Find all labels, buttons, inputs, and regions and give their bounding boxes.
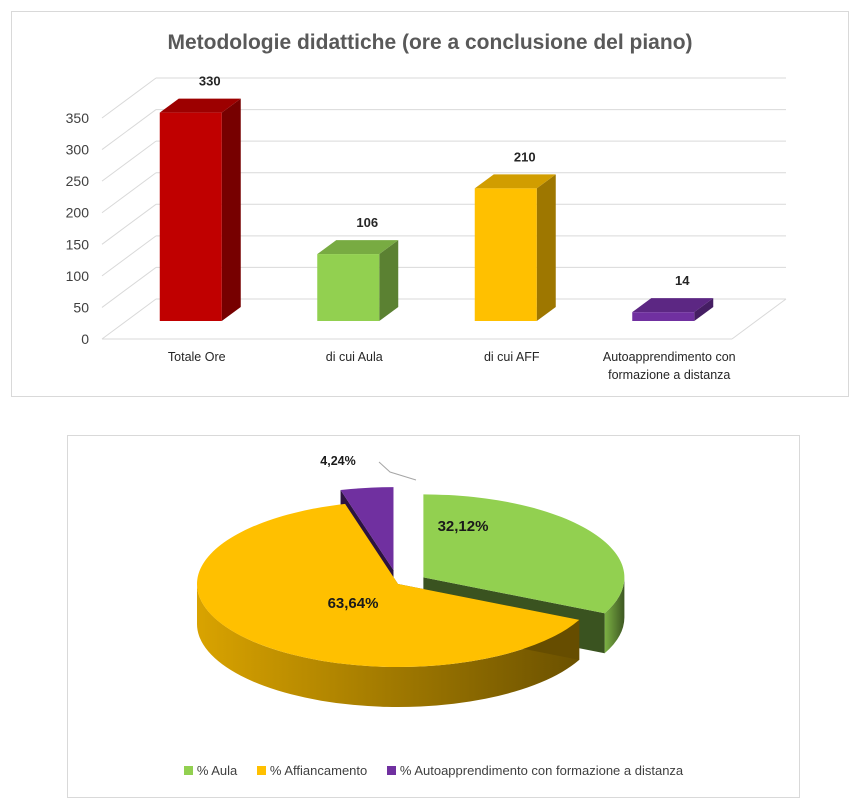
grid-diagonal xyxy=(101,298,157,340)
bar-top-face xyxy=(317,240,399,255)
y-tick-label: 200 xyxy=(66,205,90,221)
bar-top-face xyxy=(632,298,714,313)
x-tick-label: Totale Ore xyxy=(168,350,226,364)
pie-slice-affiancamento xyxy=(197,503,580,707)
data-label: 14 xyxy=(675,273,690,288)
legend-item-autoapprendimento: % Autoapprendimento con formazione a dis… xyxy=(386,763,684,778)
bar-front-face xyxy=(159,112,222,321)
legend-item-affiancamento: % Affiancamento xyxy=(256,763,368,778)
y-tick-label: 50 xyxy=(73,299,89,315)
bar-side-face xyxy=(694,298,714,321)
legend-swatch-autoapprendimento xyxy=(386,766,396,775)
y-tick-label: 0 xyxy=(81,331,89,347)
pie-chart-panel: 32,12% 63,64% 4,24% % Aula % Affiancamento… xyxy=(67,435,800,798)
bar-chart: Metodologie didattiche (ore a conclusion… xyxy=(66,31,787,382)
y-tick-label: 300 xyxy=(66,142,90,158)
pie-slice-top xyxy=(423,494,625,614)
bar-chart-panel: Metodologie didattiche (ore a conclusion… xyxy=(11,11,849,397)
legend-label-affiancamento: % Affiancamento xyxy=(269,763,368,778)
legend-swatch-affiancamento xyxy=(256,766,266,775)
grid-diagonal xyxy=(101,267,157,308)
legend-swatch-aula xyxy=(183,766,193,775)
bar-side-face xyxy=(221,98,241,321)
grid-diagonal xyxy=(101,172,157,214)
y-tick-label: 150 xyxy=(66,236,90,252)
pie-chart: 32,12% 63,64% 4,24% xyxy=(197,454,625,707)
x-tick-label: di cui AFF xyxy=(484,350,540,364)
y-tick-label: 100 xyxy=(66,268,90,284)
y-tick-label: 250 xyxy=(66,173,90,189)
bar-di-cui-aula xyxy=(317,240,399,321)
grid-diagonal xyxy=(101,203,157,245)
bar-totale-ore xyxy=(159,98,241,321)
data-label: 106 xyxy=(356,215,378,230)
pie-slice-side xyxy=(197,584,580,707)
bar-front-face xyxy=(317,254,380,321)
pie-slice-top xyxy=(197,503,580,667)
pie-data-label: 32,12% xyxy=(438,518,489,535)
bar-side-face xyxy=(379,240,399,321)
bar-side-face xyxy=(536,174,556,321)
grid-diagonal xyxy=(101,140,157,182)
pie-data-label: 63,64% xyxy=(328,595,379,612)
grid-diagonal xyxy=(101,235,157,277)
bar-autoapprendimento-con-formazione-a-distanza xyxy=(632,298,714,321)
bar-top-face xyxy=(159,98,241,113)
x-tick-label: formazione a distanza xyxy=(608,368,730,382)
legend-item-aula: % Aula xyxy=(183,763,238,778)
y-tick-label: 350 xyxy=(66,110,90,126)
pie-data-label: 4,24% xyxy=(320,454,355,468)
floor-right-edge xyxy=(731,298,787,340)
data-label: 330 xyxy=(199,74,221,89)
x-tick-label: di cui Aula xyxy=(326,350,383,364)
bar-front-face xyxy=(632,312,695,321)
data-label: 210 xyxy=(514,149,536,164)
legend-label-aula: % Aula xyxy=(196,763,238,778)
x-tick-label: Autoapprendimento con xyxy=(603,350,736,364)
chart-title: Metodologie didattiche (ore a conclusion… xyxy=(167,31,692,54)
pie-legend: % Aula % Affiancamento % Autoapprendimen… xyxy=(68,763,799,778)
pie-slice-side xyxy=(604,577,625,654)
bar-top-face xyxy=(474,174,556,189)
leader-line xyxy=(378,461,417,481)
bar-front-face xyxy=(474,188,537,321)
grid-diagonal xyxy=(101,77,157,119)
legend-label-autoapprendimento: % Autoapprendimento con formazione a dis… xyxy=(399,763,684,778)
pie-slice-top xyxy=(340,487,394,571)
bar-di-cui-aff xyxy=(474,174,556,321)
grid-diagonal xyxy=(101,109,157,150)
